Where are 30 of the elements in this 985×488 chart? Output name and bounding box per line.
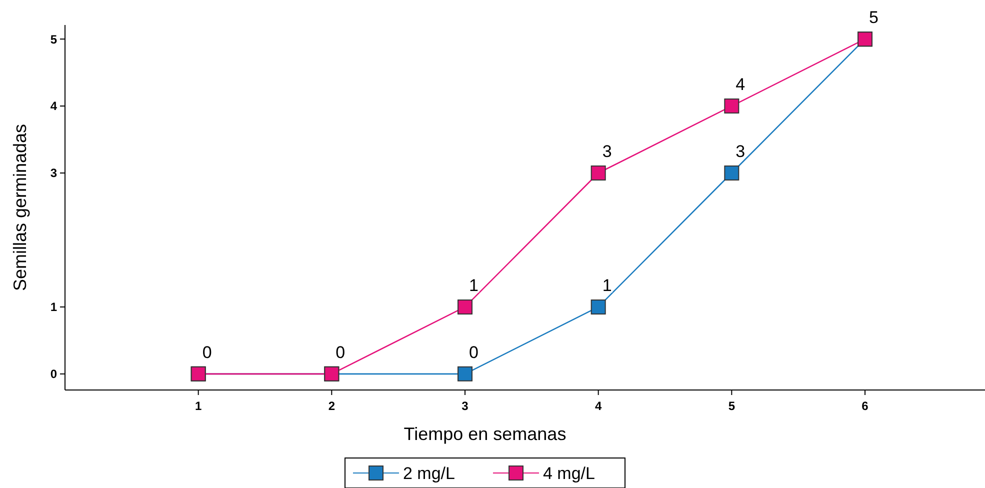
x-tick-label: 3 (462, 399, 469, 413)
x-tick-label: 5 (728, 399, 736, 413)
data-label: 4 (736, 75, 746, 94)
y-tick-label: 3 (50, 166, 58, 180)
data-label: 1 (469, 276, 478, 295)
data-label: 0 (202, 342, 212, 362)
y-tick-label: 4 (50, 99, 58, 114)
point (458, 299, 472, 314)
data-label: 3 (602, 142, 612, 162)
point (458, 366, 472, 382)
y-tick-label: 0 (50, 367, 58, 382)
data-label: 5 (869, 8, 878, 28)
x-tick-label: 4 (594, 399, 602, 413)
x-tick-label: 6 (862, 399, 869, 413)
x-tick-label: 1 (194, 399, 202, 413)
x-tick-label: 2 (328, 399, 336, 413)
y-tick-label: 5 (50, 32, 58, 46)
point (724, 98, 740, 114)
data-label: 0 (336, 342, 346, 362)
y-tick-label: 1 (50, 300, 58, 314)
point (590, 299, 606, 314)
point (724, 166, 740, 181)
data-label: 0 (469, 342, 478, 362)
y-axis-title: Semillas germinadas (10, 124, 30, 292)
data-label: 3 (736, 142, 746, 162)
point (590, 166, 606, 181)
data-label: 1 (602, 276, 612, 295)
legend-label: 2 mg/L (403, 464, 455, 483)
legend-label: 4 mg/L (543, 464, 595, 483)
x-axis-title: Tiempo en semanas (404, 424, 566, 444)
